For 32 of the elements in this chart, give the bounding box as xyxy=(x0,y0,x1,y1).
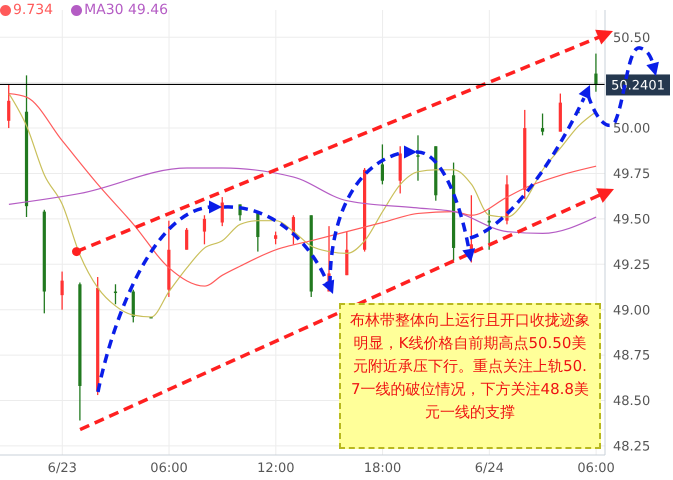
candlestick xyxy=(594,52,598,92)
candlestick xyxy=(274,230,278,245)
annotation: 布林带整体向上运行且开口收拢迹象明显，K线价格自前期高点50.50美元附近承压下行。重点关注上轨50.7一线的破位情况，下方关注48.8美元一线的支撑 xyxy=(350,310,590,423)
candlestick xyxy=(256,212,260,252)
x-tick-label: 06:00 xyxy=(150,461,188,476)
note-box: 布林带整体向上运行且开口收拢迹象明显，K线价格自前期高点50.50美元附近承压下行。重点关注上轨50.7一线的破位情况，下方关注48.8美元一线的支撑 xyxy=(339,303,601,449)
legend-label: MA30 49.46 xyxy=(83,2,168,18)
x-tick-label: 6/24 xyxy=(474,461,504,476)
y-tick-label: 50.00 xyxy=(613,122,650,137)
y-tick-label: 50.50 xyxy=(613,30,650,46)
candlestick xyxy=(488,209,491,250)
x-tick-label: 6/23 xyxy=(48,461,77,476)
candlestick xyxy=(202,214,206,245)
y-tick-label: 49.00 xyxy=(613,303,650,318)
y-tick-label: 49.75 xyxy=(613,167,650,182)
x-tick-label: 18:00 xyxy=(364,461,402,476)
y-tick-label: 49.50 xyxy=(613,212,650,228)
x-tick-label: 12:00 xyxy=(257,461,295,476)
candlestick xyxy=(220,196,224,227)
candlestick xyxy=(380,144,384,186)
y-tick-label: 48.75 xyxy=(613,348,650,364)
y-tick-label: 48.50 xyxy=(613,394,650,410)
candlestick xyxy=(7,84,10,129)
candlestick xyxy=(60,270,64,310)
y-tick-label: 49.25 xyxy=(613,258,650,273)
ref-line-label: 50.2401 xyxy=(611,78,665,94)
y-tick-label: 48.25 xyxy=(613,440,650,455)
x-tick-label: 06:00 xyxy=(577,461,615,476)
candlestick xyxy=(185,227,188,250)
candlestick xyxy=(416,134,420,182)
legend-label: 9.734 xyxy=(12,2,54,18)
candlestick xyxy=(114,284,118,305)
